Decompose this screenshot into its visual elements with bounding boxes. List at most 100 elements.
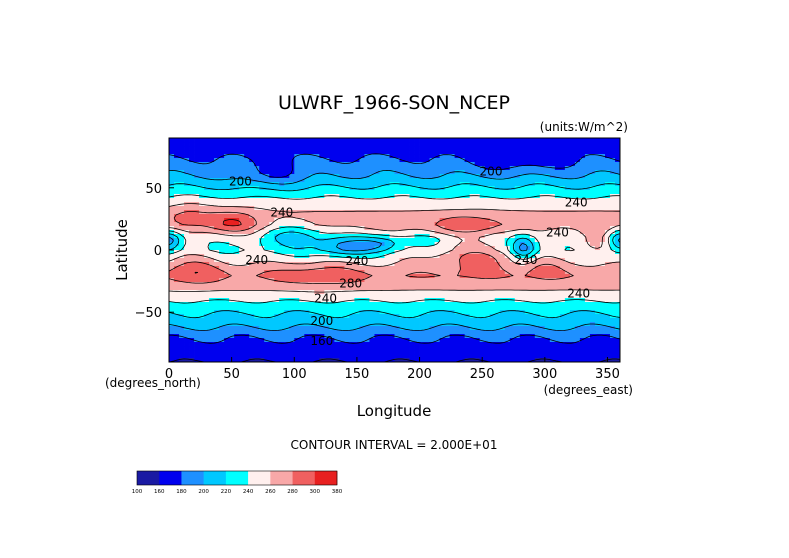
heatmap-cell <box>509 314 516 319</box>
heatmap-cell <box>189 206 195 211</box>
heatmap-cell <box>499 282 506 287</box>
heatmap-cell <box>289 302 295 307</box>
heatmap-cell <box>564 286 571 291</box>
heatmap-cell <box>494 282 501 287</box>
heatmap-cell <box>544 238 551 243</box>
heatmap-cell <box>374 346 380 351</box>
heatmap-cell <box>564 166 571 171</box>
heatmap-cell <box>614 254 621 259</box>
heatmap-cell <box>499 338 506 343</box>
heatmap-cell <box>304 290 310 295</box>
heatmap-cell <box>284 218 290 223</box>
heatmap-cell <box>244 142 250 147</box>
heatmap-cell <box>399 302 405 307</box>
heatmap-cell <box>364 190 370 195</box>
heatmap-cell <box>554 294 561 299</box>
heatmap-cell <box>609 222 616 227</box>
heatmap-cell <box>309 238 315 243</box>
heatmap-cell <box>504 346 511 351</box>
heatmap-cell <box>234 194 240 199</box>
heatmap-cell <box>279 234 285 239</box>
heatmap-cell <box>234 230 240 235</box>
heatmap-cell <box>224 338 230 343</box>
heatmap-cell <box>194 350 200 355</box>
heatmap-cell <box>434 214 440 219</box>
heatmap-cell <box>254 298 260 303</box>
heatmap-cell <box>254 302 260 307</box>
heatmap-cell <box>384 258 390 263</box>
heatmap-cell <box>334 186 340 191</box>
heatmap-cell <box>539 242 546 247</box>
heatmap-cell <box>554 290 561 295</box>
heatmap-cell <box>304 310 310 315</box>
heatmap-cell <box>589 226 596 231</box>
heatmap-cell <box>424 194 430 199</box>
heatmap-cell <box>579 206 586 211</box>
heatmap-cell <box>434 310 440 315</box>
heatmap-cell <box>249 170 255 175</box>
heatmap-cell <box>359 230 365 235</box>
heatmap-cell <box>394 330 400 335</box>
heatmap-cell <box>189 170 195 175</box>
heatmap-cell <box>314 250 320 255</box>
heatmap-cell <box>264 202 270 207</box>
heatmap-cell <box>249 294 255 299</box>
heatmap-cell <box>204 154 210 159</box>
heatmap-cell <box>344 354 350 359</box>
heatmap-cell <box>479 230 486 235</box>
heatmap-cell <box>499 174 506 179</box>
heatmap-cell <box>414 182 420 187</box>
heatmap-cell <box>444 278 451 283</box>
heatmap-cell <box>469 142 476 147</box>
heatmap-cell <box>284 350 290 355</box>
heatmap-cell <box>499 250 506 255</box>
heatmap-cell <box>509 266 516 271</box>
heatmap-cell <box>244 190 250 195</box>
heatmap-cell <box>204 150 210 155</box>
heatmap-cell <box>409 166 415 171</box>
heatmap-cell <box>249 162 255 167</box>
heatmap-cell <box>494 230 501 235</box>
heatmap-cell <box>339 290 345 295</box>
heatmap-cell <box>244 238 250 243</box>
heatmap-cell <box>434 190 440 195</box>
heatmap-cell <box>579 182 586 187</box>
heatmap-cell <box>214 286 220 291</box>
heatmap-cell <box>359 142 365 147</box>
heatmap-cell <box>284 346 290 351</box>
heatmap-cell <box>574 342 581 347</box>
heatmap-cell <box>289 142 295 147</box>
heatmap-cell <box>169 306 175 311</box>
heatmap-cell <box>454 350 461 355</box>
heatmap-cell <box>554 346 561 351</box>
heatmap-cell <box>584 258 591 263</box>
heatmap-cell <box>384 298 390 303</box>
heatmap-cell <box>394 198 400 203</box>
heatmap-cell <box>484 282 491 287</box>
heatmap-cell <box>274 318 280 323</box>
heatmap-cell <box>359 150 365 155</box>
heatmap-cell <box>469 158 476 163</box>
heatmap-cell <box>389 258 395 263</box>
heatmap-cell <box>569 250 576 255</box>
heatmap-cell <box>514 258 521 263</box>
heatmap-cell <box>404 162 410 167</box>
heatmap-cell <box>374 330 380 335</box>
heatmap-cell <box>509 342 516 347</box>
heatmap-cell <box>374 294 380 299</box>
heatmap-cell <box>434 334 440 339</box>
heatmap-cell <box>459 246 466 251</box>
heatmap-cell <box>169 182 175 187</box>
heatmap-cell <box>289 298 295 303</box>
heatmap-cell <box>394 350 400 355</box>
heatmap-cell <box>249 286 255 291</box>
heatmap-cell <box>604 298 611 303</box>
heatmap-cell <box>464 158 471 163</box>
heatmap-cell <box>489 294 496 299</box>
heatmap-cell <box>174 330 180 335</box>
heatmap-cell <box>489 330 496 335</box>
heatmap-cell <box>609 210 616 215</box>
heatmap-cell <box>459 270 466 275</box>
heatmap-cell <box>339 138 345 143</box>
heatmap-cell <box>559 318 566 323</box>
